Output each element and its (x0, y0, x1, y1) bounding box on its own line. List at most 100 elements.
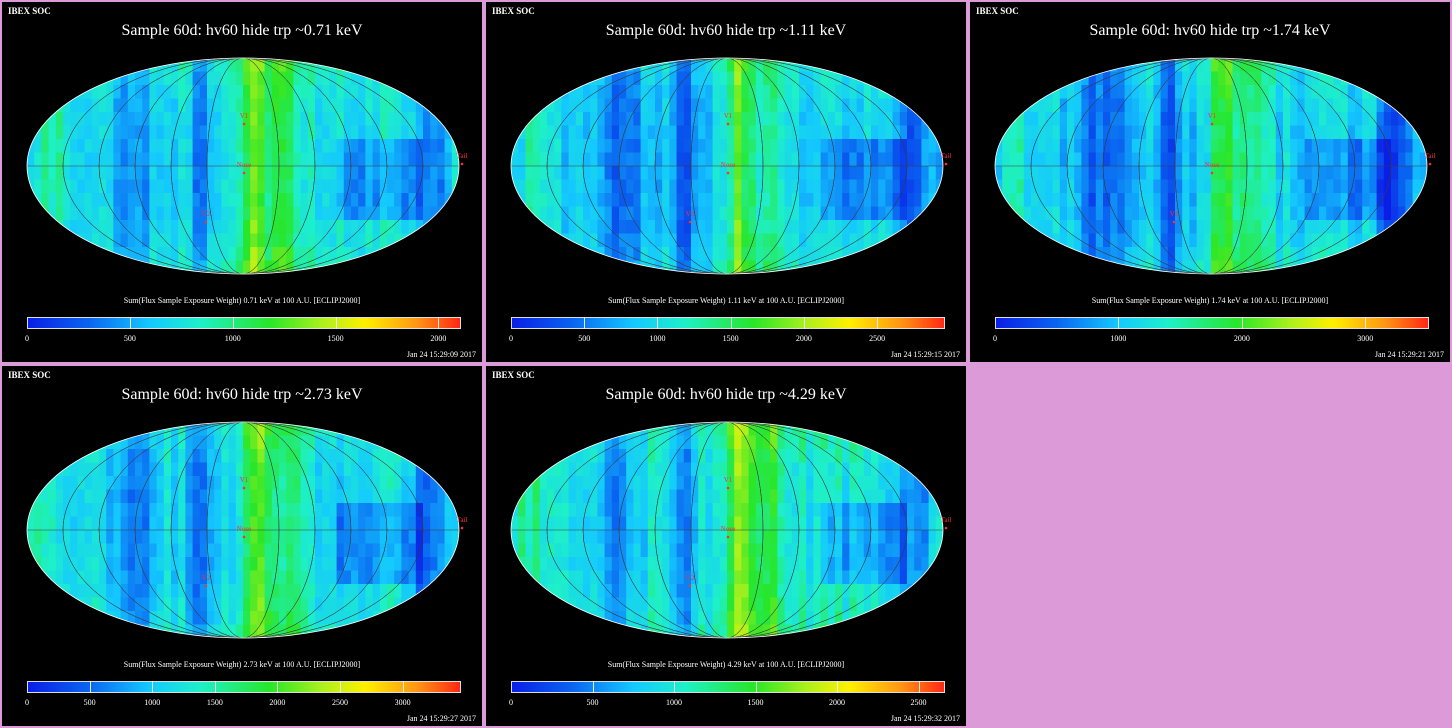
flux-pixel (633, 435, 642, 450)
flux-pixel (1052, 166, 1061, 181)
flux-pixel (597, 584, 606, 599)
flux-pixel (748, 206, 757, 221)
flux-pixel (1016, 85, 1025, 100)
flux-pixel (451, 193, 459, 208)
flux-pixel (401, 462, 410, 477)
flux-pixel (336, 220, 345, 235)
flux-pixel (921, 476, 930, 491)
flux-pixel (820, 449, 829, 464)
flux-pixel (70, 530, 78, 545)
flux-pixel (835, 139, 843, 154)
flux-pixel (207, 85, 215, 100)
flux-pixel (48, 179, 57, 194)
flux-pixel (120, 624, 129, 638)
flux-pixel (185, 530, 194, 545)
flux-pixel (1139, 125, 1147, 140)
flux-pixel (698, 152, 706, 167)
flux-pixel (113, 570, 122, 585)
flux-pixel (257, 543, 266, 558)
flux-pixel (590, 462, 598, 477)
flux-pixel (568, 597, 577, 612)
flux-pixel (995, 233, 1003, 248)
flux-pixel (777, 85, 786, 100)
flux-pixel (379, 570, 388, 585)
colorbar-tick (730, 317, 732, 329)
flux-pixel (437, 152, 446, 167)
flux-pixel (619, 584, 627, 599)
flux-pixel (741, 476, 750, 491)
flux-pixel (683, 597, 692, 612)
flux-pixel (271, 489, 280, 504)
flux-pixel (408, 179, 417, 194)
flux-pixel (293, 584, 302, 599)
flux-pixel (1038, 260, 1046, 274)
flux-pixel (892, 125, 901, 140)
flux-pixel (1419, 206, 1427, 221)
flux-pixel (907, 166, 915, 181)
flux-pixel (1254, 233, 1262, 248)
flux-pixel (554, 139, 562, 154)
flux-pixel (1311, 260, 1320, 274)
flux-pixel (1052, 233, 1061, 248)
flux-pixel (676, 193, 685, 208)
flux-pixel (163, 570, 172, 585)
flux-pixel (878, 71, 886, 86)
marker-v1-dot (726, 122, 730, 126)
flux-pixel (1211, 206, 1219, 221)
flux-pixel (77, 449, 86, 464)
flux-pixel (626, 530, 634, 545)
flux-pixel (899, 112, 908, 127)
flux-pixel (250, 462, 258, 477)
colorbar-tick-label: 2000 (1233, 334, 1250, 343)
flux-pixel (1095, 139, 1104, 154)
flux-pixel (250, 179, 258, 194)
flux-pixel (1124, 125, 1133, 140)
flux-pixel (770, 435, 778, 450)
flux-pixel (539, 98, 548, 113)
flux-pixel (351, 112, 359, 127)
flux-pixel (1067, 179, 1075, 194)
flux-pixel (691, 530, 699, 545)
flux-pixel (387, 166, 395, 181)
flux-pixel (1290, 206, 1298, 221)
flux-pixel (185, 98, 194, 113)
flux-pixel (683, 476, 692, 491)
flux-pixel (597, 206, 606, 221)
flux-pixel (878, 435, 886, 450)
flux-pixel (835, 435, 843, 450)
flux-pixel (885, 611, 894, 626)
flux-pixel (55, 462, 64, 477)
flux-pixel (163, 597, 172, 612)
flux-pixel (343, 462, 352, 477)
flux-pixel (734, 476, 742, 491)
flux-pixel (27, 125, 35, 140)
flux-pixel (619, 166, 627, 181)
flux-pixel (293, 85, 302, 100)
flux-pixel (755, 98, 764, 113)
flux-pixel (885, 220, 894, 235)
flux-pixel (791, 530, 800, 545)
flux-pixel (300, 85, 309, 100)
flux-pixel (379, 98, 388, 113)
flux-pixel (135, 193, 143, 208)
flux-pixel (336, 71, 345, 86)
flux-pixel (820, 233, 829, 248)
flux-pixel (784, 125, 793, 140)
flux-pixel (770, 516, 778, 531)
flux-pixel (575, 489, 584, 504)
flux-pixel (1074, 125, 1082, 140)
flux-pixel (329, 489, 338, 504)
flux-pixel (185, 193, 194, 208)
flux-pixel (1275, 152, 1284, 167)
flux-pixel (547, 476, 555, 491)
flux-pixel (1196, 220, 1205, 235)
flux-pixel (1391, 85, 1399, 100)
flux-pixel (719, 530, 728, 545)
flux-pixel (120, 139, 129, 154)
flux-pixel (518, 570, 526, 585)
flux-pixel (27, 71, 35, 86)
flux-pixel (748, 193, 757, 208)
flux-pixel (763, 220, 771, 235)
flux-pixel (1167, 247, 1176, 262)
flux-pixel (784, 220, 793, 235)
